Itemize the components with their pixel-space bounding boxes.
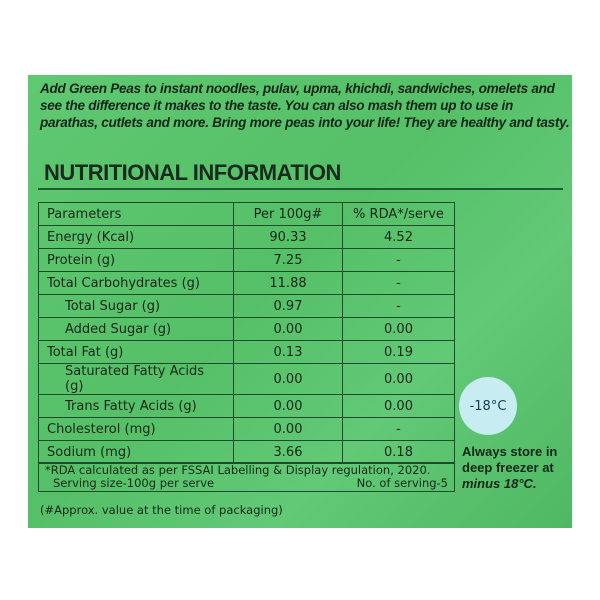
table-row: Protein (g) 7.25- <box>38 248 455 272</box>
table-row: Total Sugar (g) 0.97- <box>38 294 455 318</box>
per-100g-cell: 0.00 <box>233 363 343 395</box>
per-100g-cell: 0.00 <box>233 394 343 418</box>
parameter-cell: Energy (Kcal) <box>38 225 234 249</box>
table-row: Saturated Fatty Acids (g) 0.00 0.00 <box>38 363 455 395</box>
parameter-cell: Total Carbohydrates (g) <box>38 271 234 295</box>
table-row: Added Sugar (g) 0.00 0.00 <box>38 317 455 341</box>
rda-cell: 0.00 <box>342 317 455 341</box>
rda-cell: - <box>342 248 455 272</box>
per-100g-cell: 0.97 <box>233 294 343 318</box>
storage-instructions: Always store in deep freezer at minus 18… <box>462 444 557 492</box>
storage-line: Always store in <box>462 444 558 459</box>
parameter-cell: Protein (g) <box>38 248 234 272</box>
servings-count: No. of serving-5 <box>356 476 448 490</box>
header-parameters: Parameters <box>38 202 234 226</box>
table-row: Trans Fatty Acids (g) 0.00 0.00 <box>38 394 455 418</box>
per-100g-cell: 3.66 <box>233 440 343 464</box>
table-row: Energy (Kcal) 90.33 4.52 <box>38 225 455 249</box>
per-100g-cell: 0.13 <box>233 340 343 364</box>
temperature-badge: -18°C <box>459 377 517 435</box>
rda-note: *RDA calculated as per FSSAI Labelling &… <box>45 463 431 477</box>
rda-cell: - <box>342 417 455 441</box>
table-row: Sodium (mg) 3.66 0.18 <box>38 440 455 464</box>
rda-cell: 0.00 <box>342 363 455 395</box>
rda-cell: 0.00 <box>342 394 455 418</box>
storage-line: minus 18°C. <box>462 476 537 491</box>
storage-line: deep freezer at <box>462 460 554 475</box>
table-footnote: *RDA calculated as per FSSAI Labelling &… <box>38 462 455 492</box>
nutrition-table: Parameters Per 100g# % RDA*/serve Energy… <box>38 202 455 464</box>
header-per-100g: Per 100g# <box>233 202 343 226</box>
parameter-cell: Cholesterol (mg) <box>38 417 234 441</box>
approx-note: (#Approx. value at the time of packaging… <box>40 503 283 517</box>
rda-cell: 4.52 <box>342 225 455 249</box>
header-rda: % RDA*/serve <box>342 202 455 226</box>
parameter-cell: Total Fat (g) <box>38 340 234 364</box>
table-row: Total Carbohydrates (g) 11.88- <box>38 271 455 295</box>
rda-cell: - <box>342 271 455 295</box>
temperature-label: -18°C <box>469 398 507 414</box>
table-row: Total Fat (g) 0.13 0.19 <box>38 340 455 364</box>
parameter-cell: Saturated Fatty Acids (g) <box>38 363 234 395</box>
title-underline <box>38 188 563 190</box>
table-header-row: Parameters Per 100g# % RDA*/serve <box>38 202 455 226</box>
per-100g-cell: 0.00 <box>233 417 343 441</box>
table-row: Cholesterol (mg) 0.00- <box>38 417 455 441</box>
parameter-cell: Sodium (mg) <box>38 440 234 464</box>
rda-cell: 0.19 <box>342 340 455 364</box>
section-title: NUTRITIONAL INFORMATION <box>44 160 341 185</box>
per-100g-cell: 7.25 <box>233 248 343 272</box>
intro-text: Add Green Peas to instant noodles, pulav… <box>40 81 570 130</box>
parameter-cell: Trans Fatty Acids (g) <box>38 394 234 418</box>
per-100g-cell: 0.00 <box>233 317 343 341</box>
serving-size: Serving size-100g per serve <box>53 476 215 490</box>
per-100g-cell: 90.33 <box>233 225 343 249</box>
parameter-cell: Added Sugar (g) <box>38 317 234 341</box>
parameter-cell: Total Sugar (g) <box>38 294 234 318</box>
per-100g-cell: 11.88 <box>233 271 343 295</box>
rda-cell: 0.18 <box>342 440 455 464</box>
rda-cell: - <box>342 294 455 318</box>
